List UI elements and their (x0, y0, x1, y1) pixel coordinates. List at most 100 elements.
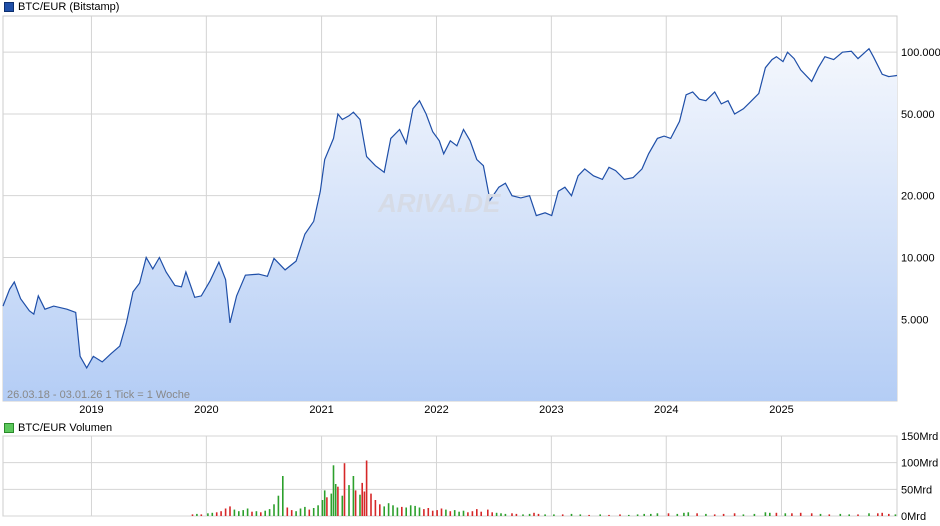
volume-bar (374, 500, 377, 516)
volume-bar (537, 513, 540, 516)
volume-bar (650, 513, 652, 516)
volume-bar (242, 510, 244, 516)
volume-bar (839, 513, 842, 516)
volume-bar (295, 511, 297, 516)
volume-bar (359, 494, 361, 516)
volume-bar (713, 514, 716, 516)
volume-bar (277, 495, 280, 516)
price-area (2, 47, 898, 401)
range-note: 26.03.18 - 03.01.26 1 Tick = 1 Woche (7, 389, 190, 401)
price-y-tick-label: 50.000 (901, 109, 935, 121)
price-area-fill (3, 48, 897, 401)
volume-bar (676, 513, 679, 516)
volume-bar (544, 514, 546, 516)
volume-bar (722, 513, 725, 516)
volume-bar (308, 509, 311, 516)
volume-bar (211, 512, 214, 516)
volume-bar (868, 513, 870, 516)
volume-bar (799, 512, 802, 516)
volume-bar (500, 513, 502, 516)
volume-bar (775, 512, 778, 516)
volume-bar (392, 505, 394, 516)
volume-y-axis: 0Mrd 50Mrd 100Mrd 150Mrd (901, 431, 938, 523)
volume-bar (401, 506, 403, 516)
volume-bar (268, 509, 271, 516)
volume-bar (828, 514, 831, 516)
volume-bar (191, 514, 194, 516)
volume-bar (515, 513, 518, 516)
volume-bar (599, 514, 601, 516)
volume-y-tick-label: 0Mrd (901, 511, 926, 523)
volume-bar (533, 512, 535, 516)
volume-y-tick-label: 100Mrd (901, 458, 938, 470)
volume-bar (588, 514, 590, 516)
volume-bar (487, 509, 489, 516)
volume-bar (628, 514, 630, 516)
volume-bar (491, 512, 493, 516)
volume-bar (888, 513, 890, 516)
volume-bar (495, 512, 498, 516)
volume-bar (323, 490, 326, 516)
volume-bar (343, 463, 346, 516)
volume-bar (396, 507, 399, 516)
volume-bar (431, 510, 434, 516)
volume-bar (379, 504, 381, 516)
volume-bar (363, 491, 366, 516)
volume-bar (282, 476, 284, 516)
volume-bar (894, 514, 897, 516)
volume-bar (321, 500, 324, 516)
volume-bar (317, 505, 319, 516)
volume-bar (467, 512, 469, 516)
volume-bar (791, 513, 793, 516)
volume-bar (656, 513, 659, 516)
volume-bar (304, 506, 306, 516)
volume-bar (528, 513, 531, 516)
volume-bar (238, 511, 240, 516)
price-y-tick-label: 20.000 (901, 191, 935, 203)
volume-bar (636, 514, 639, 516)
price-legend: BTC/EUR (Bitstamp) (4, 1, 119, 13)
volume-bar (753, 513, 756, 516)
volume-bar (341, 495, 344, 516)
volume-bar (511, 513, 513, 516)
volume-bar (387, 503, 390, 516)
volume-bar (286, 507, 289, 516)
volume-bar (440, 508, 443, 516)
price-x-tick-label: 2021 (309, 404, 333, 416)
volume-bar (354, 490, 357, 516)
volume-bar (352, 476, 355, 516)
volume-plot-frame (2, 435, 898, 517)
price-y-tick-label: 5.000 (901, 314, 929, 326)
volume-bar (273, 504, 275, 516)
volume-y-tick-label: 150Mrd (901, 431, 938, 443)
volume-bar (667, 513, 670, 516)
volume-bar (337, 486, 339, 516)
volume-bar (608, 514, 610, 516)
volume-bar (436, 510, 438, 516)
volume-bar (229, 506, 231, 516)
price-x-tick-label: 2019 (79, 404, 103, 416)
volume-bar (409, 505, 412, 516)
volume-bar (561, 514, 564, 516)
volume-legend-label: BTC/EUR Volumen (18, 422, 113, 434)
price-x-tick-label: 2020 (194, 404, 218, 416)
volume-bar (215, 512, 218, 516)
volume-bar (857, 514, 859, 516)
volume-bar (522, 514, 524, 516)
volume-bar (332, 465, 335, 516)
volume-bar (290, 510, 293, 516)
watermark: ARIVA.DE (377, 188, 501, 218)
volume-bar (476, 509, 478, 516)
volume-bar (570, 513, 573, 516)
volume-bar (348, 485, 350, 516)
volume-bar (643, 513, 645, 516)
volume-bar (696, 513, 698, 516)
volume-bar (453, 510, 456, 516)
price-x-tick-label: 2023 (539, 404, 563, 416)
volume-bar (683, 512, 685, 516)
volume-bar (299, 508, 302, 516)
volume-bar (445, 509, 447, 516)
volume-bar (255, 511, 258, 516)
price-y-tick-label: 100.000 (901, 47, 940, 59)
